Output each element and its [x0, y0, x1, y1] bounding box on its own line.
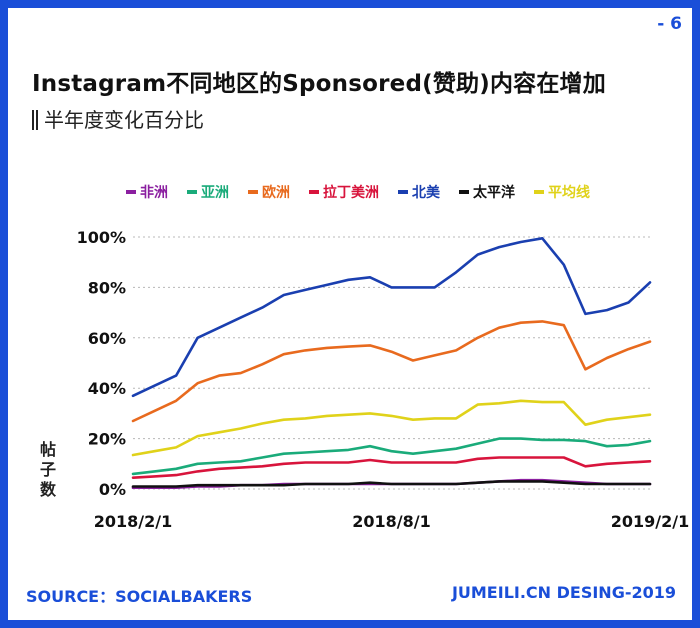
- credit-label: JUMEILI.CN DESING-2019: [451, 583, 676, 602]
- y-axis-label: 帖 子 数: [38, 440, 58, 500]
- legend-label: 太平洋: [473, 185, 515, 201]
- legend-item: 平均线: [534, 182, 590, 202]
- series-line: [131, 456, 652, 480]
- page-number: - 6: [657, 14, 682, 34]
- subtitle-bar-icon: [36, 110, 38, 130]
- legend-label: 亚洲: [201, 185, 229, 201]
- legend-item: 亚洲: [187, 182, 229, 202]
- legend-swatch: [398, 190, 408, 194]
- series-line: [131, 437, 652, 476]
- x-tick-label: 2019/2/1: [611, 512, 689, 531]
- chart-legend: 非洲 亚洲 欧洲 拉丁美洲 北美 太平洋 平均线: [126, 182, 590, 202]
- legend-swatch: [309, 190, 319, 194]
- legend-swatch: [187, 190, 197, 194]
- legend-swatch: [459, 190, 469, 194]
- legend-label: 欧洲: [262, 185, 290, 201]
- series-line: [131, 237, 652, 398]
- y-tick-label: 40%: [88, 379, 126, 398]
- legend-swatch: [534, 190, 544, 194]
- y-tick-label: 60%: [88, 329, 126, 348]
- y-tick-label: 0%: [99, 480, 126, 499]
- legend-item: 非洲: [126, 182, 168, 202]
- legend-label: 非洲: [140, 185, 168, 201]
- legend-label: 平均线: [548, 185, 590, 201]
- subtitle-text: 半年度变化百分比: [44, 108, 204, 132]
- legend-swatch: [248, 190, 258, 194]
- legend-item: 拉丁美洲: [309, 182, 379, 202]
- chart-title: Instagram不同地区的Sponsored(赞助)内容在增加: [32, 71, 606, 97]
- y-axis-label-char: 帖: [39, 440, 56, 459]
- legend-item: 北美: [398, 182, 440, 202]
- series-line: [131, 399, 652, 457]
- legend-item: 太平洋: [459, 182, 515, 202]
- legend-item: 欧洲: [248, 182, 290, 202]
- y-tick-label: 20%: [88, 430, 126, 449]
- source-label: SOURCE：SOCIALBAKERS: [26, 587, 253, 606]
- legend-swatch: [126, 190, 136, 194]
- y-axis-label-char: 子: [39, 460, 56, 479]
- x-tick-label: 2018/8/1: [352, 512, 430, 531]
- series-line: [131, 480, 652, 488]
- y-tick-label: 100%: [77, 228, 126, 247]
- series-line: [131, 320, 652, 423]
- chart-subtitle: 半年度变化百分比: [32, 104, 204, 133]
- subtitle-bar-icon: [32, 110, 34, 130]
- y-tick-label: 80%: [88, 278, 126, 297]
- x-tick-label: 2018/2/1: [94, 512, 172, 531]
- y-axis-label-char: 数: [39, 480, 56, 499]
- legend-label: 北美: [412, 185, 440, 201]
- legend-label: 拉丁美洲: [323, 185, 379, 201]
